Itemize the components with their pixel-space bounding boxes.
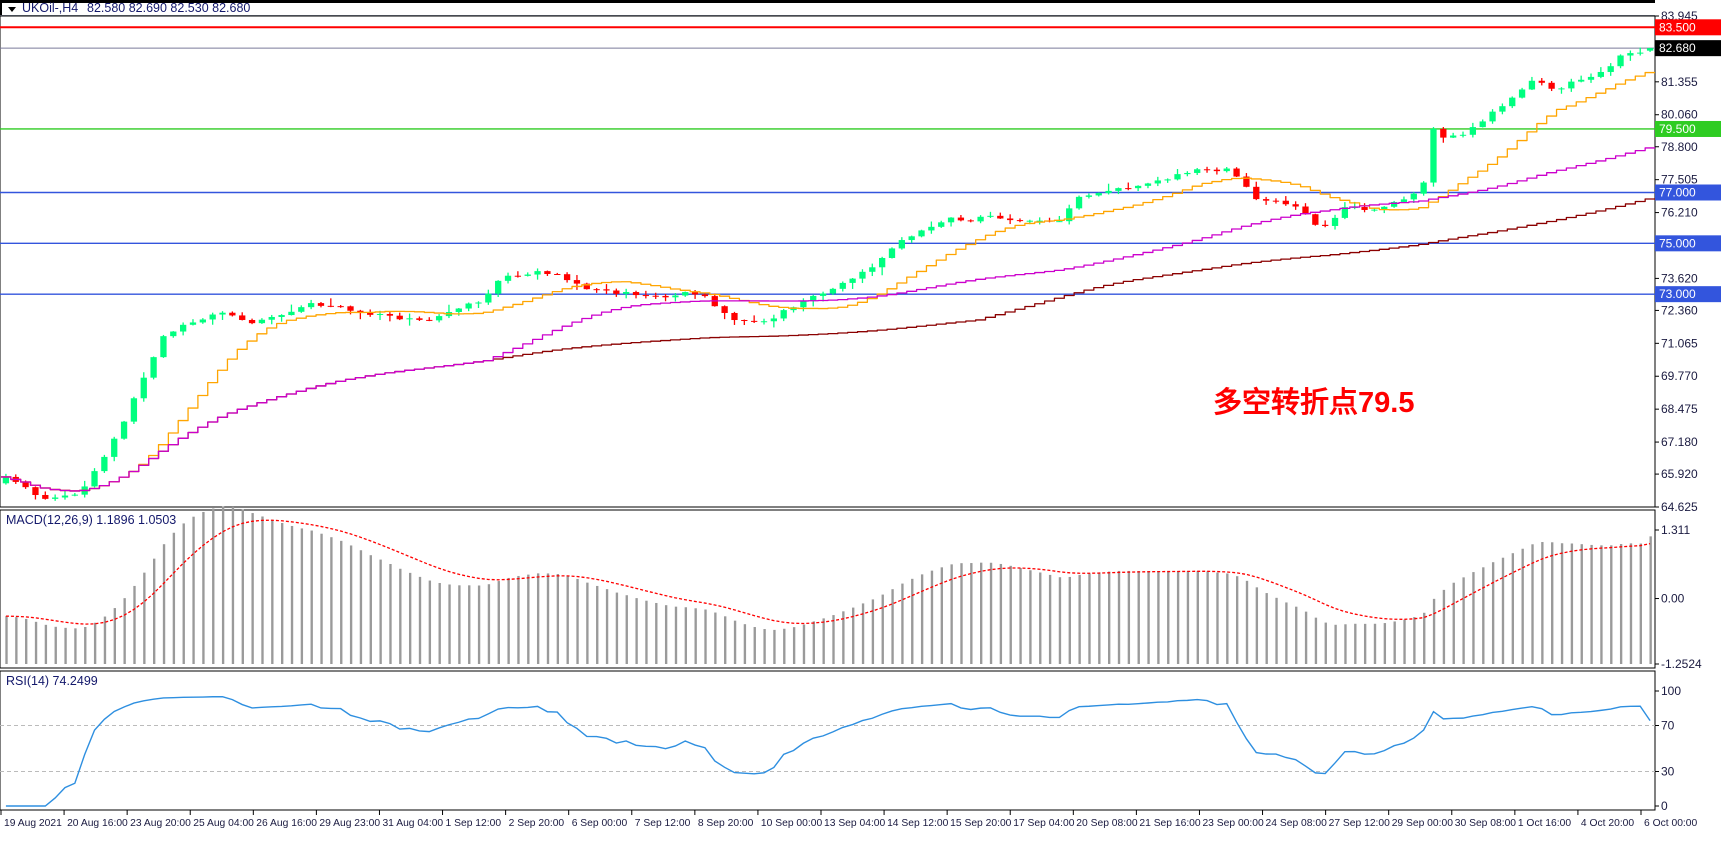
svg-text:81.355: 81.355 xyxy=(1661,75,1698,89)
svg-text:67.180: 67.180 xyxy=(1661,435,1698,449)
svg-text:69.770: 69.770 xyxy=(1661,369,1698,383)
svg-text:13 Sep 04:00: 13 Sep 04:00 xyxy=(824,818,886,829)
svg-text:21 Sep 16:00: 21 Sep 16:00 xyxy=(1139,818,1201,829)
svg-text:15 Sep 20:00: 15 Sep 20:00 xyxy=(950,818,1012,829)
svg-text:8 Sep 20:00: 8 Sep 20:00 xyxy=(698,818,754,829)
svg-text:10 Sep 00:00: 10 Sep 00:00 xyxy=(761,818,823,829)
svg-text:65.920: 65.920 xyxy=(1661,467,1698,481)
svg-text:1 Oct 16:00: 1 Oct 16:00 xyxy=(1518,818,1572,829)
svg-text:UKOil-,H4: UKOil-,H4 xyxy=(22,1,78,15)
svg-text:31 Aug 04:00: 31 Aug 04:00 xyxy=(382,818,443,829)
svg-text:82.580 82.690 82.530 82.680: 82.580 82.690 82.530 82.680 xyxy=(87,1,250,15)
svg-text:20 Sep 08:00: 20 Sep 08:00 xyxy=(1076,818,1138,829)
svg-text:76.210: 76.210 xyxy=(1661,206,1698,220)
svg-text:1.311: 1.311 xyxy=(1661,523,1690,537)
svg-text:RSI(14) 74.2499: RSI(14) 74.2499 xyxy=(6,674,98,688)
svg-text:6 Oct 00:00: 6 Oct 00:00 xyxy=(1644,818,1698,829)
svg-text:75.000: 75.000 xyxy=(1659,236,1696,250)
svg-text:26 Aug 16:00: 26 Aug 16:00 xyxy=(256,818,317,829)
svg-text:30 Sep 08:00: 30 Sep 08:00 xyxy=(1455,818,1517,829)
svg-text:0.00: 0.00 xyxy=(1661,592,1685,606)
svg-text:-1.2524: -1.2524 xyxy=(1661,657,1702,671)
svg-text:4 Oct 20:00: 4 Oct 20:00 xyxy=(1581,818,1635,829)
svg-text:20 Aug 16:00: 20 Aug 16:00 xyxy=(67,818,128,829)
svg-text:23 Aug 20:00: 23 Aug 20:00 xyxy=(130,818,191,829)
svg-text:78.800: 78.800 xyxy=(1661,140,1698,154)
svg-text:80.060: 80.060 xyxy=(1661,108,1698,122)
svg-text:100: 100 xyxy=(1661,684,1681,698)
svg-text:79.500: 79.500 xyxy=(1659,122,1696,136)
svg-text:68.475: 68.475 xyxy=(1661,402,1698,416)
svg-text:17 Sep 04:00: 17 Sep 04:00 xyxy=(1013,818,1075,829)
svg-text:64.625: 64.625 xyxy=(1661,500,1698,514)
svg-text:70: 70 xyxy=(1661,719,1675,733)
svg-text:73.620: 73.620 xyxy=(1661,271,1698,285)
svg-text:19 Aug 2021: 19 Aug 2021 xyxy=(4,818,62,829)
svg-text:14 Sep 12:00: 14 Sep 12:00 xyxy=(887,818,949,829)
svg-text:0: 0 xyxy=(1661,799,1668,813)
svg-text:6 Sep 00:00: 6 Sep 00:00 xyxy=(572,818,628,829)
svg-text:2 Sep 20:00: 2 Sep 20:00 xyxy=(509,818,565,829)
svg-text:7 Sep 12:00: 7 Sep 12:00 xyxy=(635,818,691,829)
svg-text:30: 30 xyxy=(1661,765,1675,779)
svg-text:29 Aug 23:00: 29 Aug 23:00 xyxy=(319,818,380,829)
svg-text:MACD(12,26,9) 1.1896 1.0503: MACD(12,26,9) 1.1896 1.0503 xyxy=(6,513,176,527)
svg-text:77.000: 77.000 xyxy=(1659,186,1696,200)
svg-text:23 Sep 00:00: 23 Sep 00:00 xyxy=(1202,818,1264,829)
svg-text:25 Aug 04:00: 25 Aug 04:00 xyxy=(193,818,254,829)
svg-text:多空转折点79.5: 多空转折点79.5 xyxy=(1213,385,1414,419)
svg-text:73.000: 73.000 xyxy=(1659,287,1696,301)
svg-text:24 Sep 08:00: 24 Sep 08:00 xyxy=(1266,818,1328,829)
svg-text:71.065: 71.065 xyxy=(1661,336,1698,350)
svg-text:1 Sep 12:00: 1 Sep 12:00 xyxy=(446,818,502,829)
svg-text:72.360: 72.360 xyxy=(1661,303,1698,317)
svg-text:82.680: 82.680 xyxy=(1659,41,1696,55)
svg-text:27 Sep 12:00: 27 Sep 12:00 xyxy=(1329,818,1391,829)
svg-text:83.500: 83.500 xyxy=(1659,20,1696,34)
svg-text:29 Sep 00:00: 29 Sep 00:00 xyxy=(1392,818,1454,829)
